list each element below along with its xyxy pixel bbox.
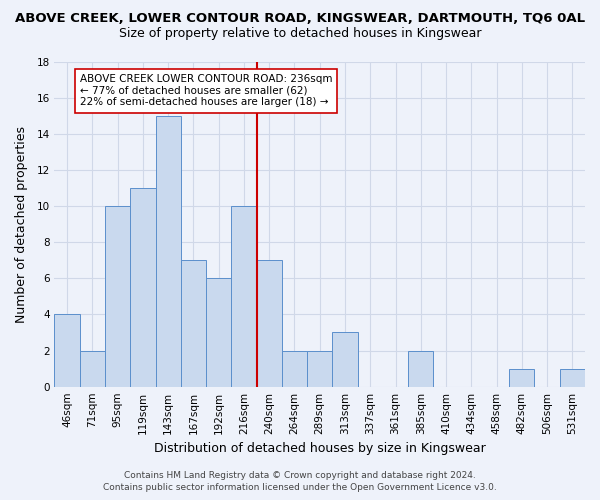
- Bar: [307, 350, 332, 386]
- Bar: [130, 188, 155, 386]
- Bar: [105, 206, 130, 386]
- Bar: [55, 314, 80, 386]
- X-axis label: Distribution of detached houses by size in Kingswear: Distribution of detached houses by size …: [154, 442, 485, 455]
- Bar: [206, 278, 231, 386]
- Bar: [408, 350, 433, 386]
- Bar: [282, 350, 307, 386]
- Bar: [332, 332, 358, 386]
- Bar: [509, 368, 535, 386]
- Bar: [231, 206, 257, 386]
- Bar: [80, 350, 105, 386]
- Text: Contains HM Land Registry data © Crown copyright and database right 2024.
Contai: Contains HM Land Registry data © Crown c…: [103, 471, 497, 492]
- Bar: [155, 116, 181, 386]
- Bar: [257, 260, 282, 386]
- Y-axis label: Number of detached properties: Number of detached properties: [15, 126, 28, 322]
- Text: ABOVE CREEK LOWER CONTOUR ROAD: 236sqm
← 77% of detached houses are smaller (62): ABOVE CREEK LOWER CONTOUR ROAD: 236sqm ←…: [80, 74, 332, 108]
- Text: ABOVE CREEK, LOWER CONTOUR ROAD, KINGSWEAR, DARTMOUTH, TQ6 0AL: ABOVE CREEK, LOWER CONTOUR ROAD, KINGSWE…: [15, 12, 585, 26]
- Text: Size of property relative to detached houses in Kingswear: Size of property relative to detached ho…: [119, 28, 481, 40]
- Bar: [181, 260, 206, 386]
- Bar: [560, 368, 585, 386]
